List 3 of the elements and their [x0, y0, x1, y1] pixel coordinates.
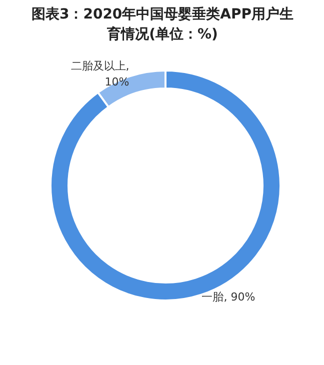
chart-title: 图表3：2020年中国母婴垂类APP用户生育情况(单位：%) — [31, 6, 294, 42]
slice-label: 二胎及以上, 10% — [70, 59, 130, 88]
slice-label: 一胎, 90% — [202, 290, 256, 304]
